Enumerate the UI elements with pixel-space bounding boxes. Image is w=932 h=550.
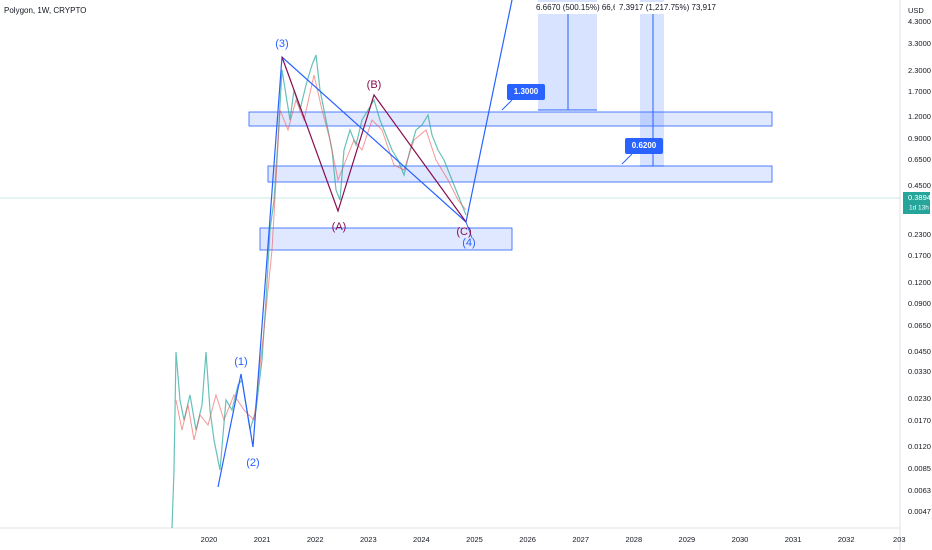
measure-label-bg: [615, 2, 697, 14]
wave-label: (2): [246, 457, 259, 469]
price-label: 0.0047: [908, 507, 931, 516]
price-label: 0.9000: [908, 134, 931, 143]
time-label: 2031: [785, 535, 802, 544]
price-label: 0.1200: [908, 278, 931, 287]
time-label: 2022: [307, 535, 324, 544]
time-label: 2021: [254, 535, 271, 544]
time-label: 2026: [519, 535, 536, 544]
time-label: 2025: [466, 535, 483, 544]
wave-label: (C): [456, 226, 471, 238]
wave-label: (A): [332, 221, 347, 233]
target-callout: [507, 84, 545, 100]
time-label: 2023: [360, 535, 377, 544]
wave-label: (B): [367, 79, 382, 91]
price-trace: [171, 54, 467, 529]
price-label: 0.0230: [908, 394, 931, 403]
measure-label: 7.3917 (1,217.75%) 73,917: [619, 3, 717, 12]
price-label: 0.1700: [908, 251, 931, 260]
price-label: 1.7000: [908, 87, 931, 96]
callout-pointer: [501, 99, 513, 111]
wave-line: [465, 221, 473, 239]
price-label: 0.6500: [908, 155, 931, 164]
measure-label: 6.6670 (500.15%) 66,670: [536, 3, 627, 12]
current-price-badge: [903, 192, 930, 214]
price-label: 0.0330: [908, 367, 931, 376]
target-label: 0.6200: [632, 141, 657, 150]
price-label: 0.0450: [908, 347, 931, 356]
measure-label-bg: [532, 2, 608, 14]
price-label: 2.3000: [908, 66, 931, 75]
price-label: 0.0120: [908, 442, 931, 451]
price-label: 0.0085: [908, 464, 931, 473]
correction-line: [281, 56, 467, 223]
price-label: 4.3000: [908, 17, 931, 26]
time-label: 2024: [413, 535, 430, 544]
price-label: 0.0900: [908, 299, 931, 308]
callout-pointer: [621, 153, 633, 165]
time-label: 2028: [625, 535, 642, 544]
wave-label: (1): [234, 356, 247, 368]
price-label: 0.0170: [908, 416, 931, 425]
time-label: 2030: [732, 535, 749, 544]
time-label: 2032: [838, 535, 855, 544]
price-label: 0.0650: [908, 321, 931, 330]
wave-label: (3): [275, 38, 288, 50]
wave-label: (4): [462, 237, 475, 249]
time-label: 2029: [679, 535, 696, 544]
time-label: 203: [893, 535, 906, 544]
time-axis: 2020 2021 2022 2023 2024 2025 2026 2027 2028 2029…: [201, 535, 906, 544]
price-axis: 4.3000 3.3000 2.3000 1.7000 1.2000 0.9000 0.65…: [908, 17, 931, 516]
price-label: 3.3000: [908, 39, 931, 48]
target-callout: [625, 138, 663, 154]
price-label: 0.0063: [908, 486, 931, 495]
price-label: 0.2300: [908, 230, 931, 239]
zone: [248, 111, 773, 127]
currency-label: USD: [908, 6, 924, 15]
price-label: 0.4500: [908, 181, 931, 190]
target-label: 1.3000: [514, 87, 539, 96]
time-label: 2027: [572, 535, 589, 544]
price-label: 1.2000: [908, 112, 931, 121]
price-trace: [175, 74, 467, 441]
chart-title: Polygon, 1W, CRYPTO: [4, 6, 86, 15]
current-price: 0.3894: [908, 193, 931, 202]
zone: [259, 227, 513, 251]
wave-line: [217, 0, 513, 488]
zone: [267, 165, 773, 183]
countdown: 1d 13h: [909, 205, 929, 212]
time-label: 2020: [201, 535, 218, 544]
